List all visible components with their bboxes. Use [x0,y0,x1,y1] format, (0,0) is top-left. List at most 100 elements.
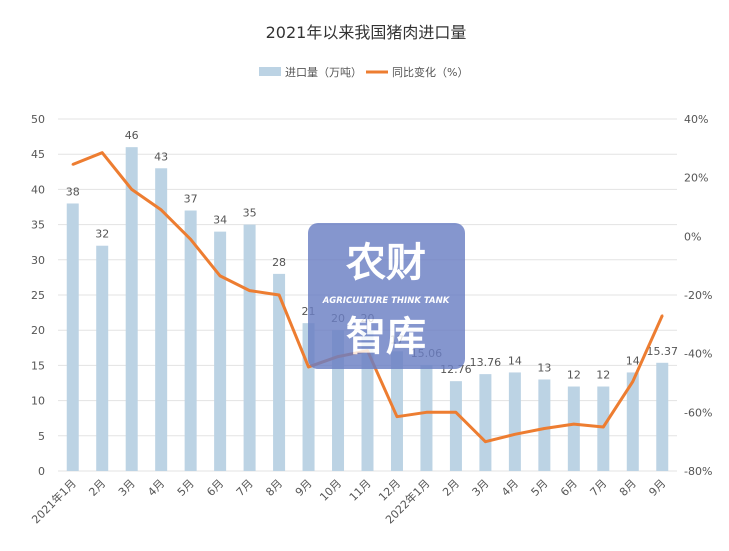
bar [449,381,462,471]
data-label: 12 [596,369,610,382]
line-point [189,238,192,241]
bar [243,224,256,471]
data-label: 28 [272,256,286,269]
line-point [513,433,517,436]
watermark-line3: 智库 [346,314,426,360]
bar [479,374,492,471]
x-tick-label: 12月 [376,477,403,504]
x-tick-label: 9月 [646,477,668,499]
x-tick-label: 4月 [145,477,167,499]
bar [390,351,403,471]
bar [125,147,138,471]
line-point [454,411,458,414]
line-point [248,289,251,292]
x-tick-label: 11月 [347,477,374,504]
line-point [101,151,104,154]
x-tick-label: 6月 [204,477,226,499]
y-right-tick-label: -40% [684,348,712,361]
watermark-line1: 农财 [346,240,426,286]
line-point [572,422,576,426]
line-point [395,415,399,418]
data-label: 15.37 [647,345,679,358]
data-label: 34 [213,214,227,227]
y-left-tick-label: 30 [31,254,45,267]
y-left-tick-label: 15 [31,359,45,372]
legend-swatch-bar [259,67,281,76]
x-tick-label: 10月 [317,477,344,504]
legend-label-line: 同比变化（%） [392,65,468,79]
watermark-logo: 农财 AGRICULTURE THINK TANK 智库 [308,223,465,369]
bar [626,372,639,471]
x-tick-label: 2月 [440,477,462,499]
y-left-tick-label: 50 [31,113,45,126]
y-left-tick-label: 45 [31,148,45,161]
x-tick-label: 8月 [617,477,639,499]
bar [420,364,433,471]
x-tick-label: 6月 [558,477,580,499]
y-right-tick-label: -60% [684,406,712,419]
x-tick-label: 2月 [86,477,108,499]
line-point [71,163,74,166]
y-left-tick-label: 0 [38,465,45,478]
bar [214,231,227,471]
bar-series [66,147,669,472]
x-tick-label: 7月 [588,477,610,499]
data-label: 14 [508,354,522,367]
data-label: 13.76 [470,356,502,369]
legend: 进口量（万吨） 同比变化（%） [259,65,468,79]
chart-title: 2021年以来我国猪肉进口量 [266,23,467,42]
line-point [602,425,605,429]
y-left-tick-label: 35 [31,219,45,232]
line-point [543,427,546,430]
data-label: 32 [95,228,109,241]
x-tick-label: 7月 [234,477,256,499]
data-label: 13 [537,361,551,374]
line-point [425,411,428,414]
bar [656,362,669,471]
y-axis-left: 0 5 10 15 20 25 30 35 40 45 50 [31,113,45,478]
y-left-tick-label: 20 [31,324,45,337]
watermark-badge [308,223,465,369]
y-axis-right: -80% -60% -40% -20% 0% 20% 40% [684,113,712,478]
bar [508,372,521,471]
y-left-tick-label: 40 [31,183,45,196]
bar [567,386,580,471]
bar [96,245,109,471]
y-left-tick-label: 10 [31,395,45,408]
line-point [484,440,487,443]
y-right-tick-label: 0% [684,230,701,243]
watermark-line2: AGRICULTURE THINK TANK [322,296,451,306]
bar [597,386,610,471]
data-label: 35 [243,207,257,220]
data-label: 14 [626,354,640,367]
bar [273,273,286,471]
y-right-tick-label: -20% [684,289,712,302]
bar [155,168,168,471]
x-tick-label: 9月 [293,477,315,499]
line-point [218,274,222,278]
x-tick-label: 5月 [175,477,197,499]
line-point [661,314,664,317]
data-label: 46 [125,129,139,142]
data-label: 12 [567,369,581,382]
x-tick-label: 3月 [116,477,138,499]
bar [184,210,197,471]
line-point [277,293,281,297]
x-tick-label: 4月 [499,477,521,499]
y-right-tick-label: 20% [684,172,708,185]
data-label: 43 [154,150,168,163]
x-tick-label: 8月 [263,477,285,499]
y-right-tick-label: -80% [684,465,712,478]
x-tick-label: 2021年1月 [29,476,79,526]
data-label: 38 [66,185,80,198]
line-point [130,188,133,191]
line-point [159,208,163,212]
x-tick-label: 5月 [529,477,551,499]
y-left-tick-label: 25 [31,289,45,302]
data-label: 37 [184,193,198,206]
bar [66,203,79,472]
x-tick-label: 3月 [470,477,492,499]
y-left-tick-label: 5 [38,430,45,443]
